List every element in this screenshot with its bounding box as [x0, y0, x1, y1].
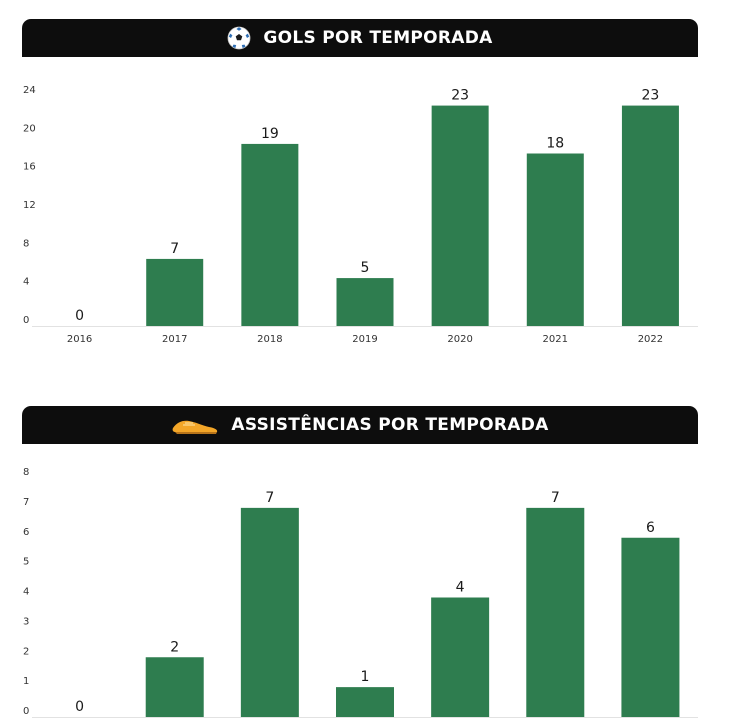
assists-y-tick-label: 5 [23, 557, 29, 568]
goals-data-label: 19 [261, 126, 279, 142]
goals-data-label: 23 [642, 88, 660, 104]
goals-chart-header: GOLS POR TEMPORADA [22, 19, 698, 57]
assists-bar [240, 507, 299, 717]
goals-data-label: 7 [170, 241, 179, 257]
goals-bar [621, 105, 679, 326]
assists-bar-chart: 0 1 2 3 4 5 6 7 8 0 2 7 1 4 7 6 [23, 467, 698, 718]
goals-y-tick-label: 24 [23, 85, 36, 96]
assists-y-tick-label: 7 [23, 497, 29, 508]
goals-x-tick-label: 2017 [162, 334, 187, 345]
assists-y-tick-label: 0 [23, 706, 29, 717]
assists-bar [621, 537, 680, 717]
assists-data-label: 7 [551, 490, 560, 506]
assists-y-tick-label: 3 [23, 616, 29, 627]
assists-bar [336, 687, 394, 717]
assists-data-label: 0 [75, 699, 84, 715]
goals-x-tick-label: 2020 [447, 334, 472, 345]
goals-chart-title: GOLS POR TEMPORADA [263, 28, 493, 48]
goals-data-label: 0 [75, 308, 84, 324]
goals-y-tick-label: 12 [23, 200, 36, 211]
assists-y-tick-label: 8 [23, 467, 29, 478]
assists-data-label: 4 [456, 580, 465, 596]
assists-data-label: 1 [361, 669, 370, 685]
assists-chart-header: ASSISTÊNCIAS POR TEMPORADA [22, 406, 698, 444]
goals-bar [431, 105, 489, 326]
goals-x-tick-label: 2019 [352, 334, 377, 345]
assists-bar [431, 597, 490, 717]
assists-data-label: 6 [646, 520, 655, 536]
assists-bar [526, 507, 585, 717]
assists-data-label: 2 [170, 639, 179, 655]
assists-bar [145, 657, 204, 717]
goals-x-tick-label: 2018 [257, 334, 282, 345]
assists-y-tick-label: 2 [23, 646, 29, 657]
goals-bar [526, 153, 584, 326]
goals-bar [146, 258, 204, 326]
goals-x-tick-label: 2021 [543, 334, 568, 345]
assists-chart-title: ASSISTÊNCIAS POR TEMPORADA [231, 415, 549, 435]
goals-data-label: 5 [361, 260, 370, 276]
soccer-boot-icon [171, 414, 219, 436]
assists-y-tick-label: 1 [23, 676, 29, 687]
assists-y-tick-label: 4 [23, 587, 29, 598]
goals-y-tick-label: 8 [23, 238, 29, 249]
goals-data-label: 23 [451, 88, 469, 104]
goals-bar-chart: 0 4 8 12 16 20 24 0 2016 7 2017 19 2018 5 2019 23 2020 18… [23, 85, 698, 345]
goals-y-tick-label: 4 [23, 277, 29, 288]
soccer-ball-icon [227, 26, 251, 50]
goals-x-tick-label: 2022 [638, 334, 663, 345]
assists-y-tick-label: 6 [23, 527, 29, 538]
assists-data-label: 7 [265, 490, 274, 506]
goals-y-tick-label: 16 [23, 162, 36, 173]
goals-bar [241, 143, 299, 326]
goals-data-label: 18 [546, 136, 564, 152]
goals-y-tick-label: 20 [23, 123, 36, 134]
goals-bar [336, 278, 394, 326]
goals-y-tick-label: 0 [23, 315, 29, 326]
goals-x-tick-label: 2016 [67, 334, 92, 345]
